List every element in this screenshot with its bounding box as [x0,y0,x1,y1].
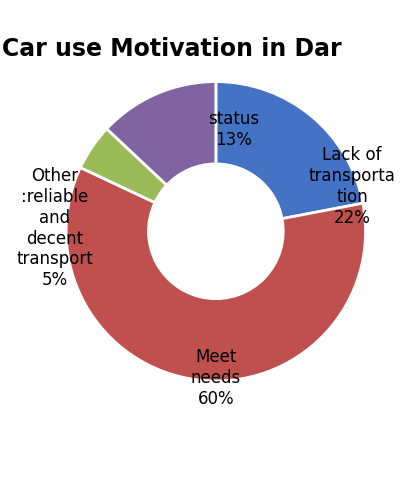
Text: Other
:reliable
and
decent
transport
5%: Other :reliable and decent transport 5% [16,168,93,290]
Text: Car use Motivation in Dar: Car use Motivation in Dar [2,36,342,60]
Wedge shape [216,82,363,218]
Text: Lack of
transporta
tion
22%: Lack of transporta tion 22% [309,146,396,226]
Wedge shape [66,168,366,381]
Text: status
13%: status 13% [208,110,259,149]
Wedge shape [107,82,216,185]
Text: Meet
needs
60%: Meet needs 60% [191,348,241,408]
Wedge shape [80,129,167,202]
